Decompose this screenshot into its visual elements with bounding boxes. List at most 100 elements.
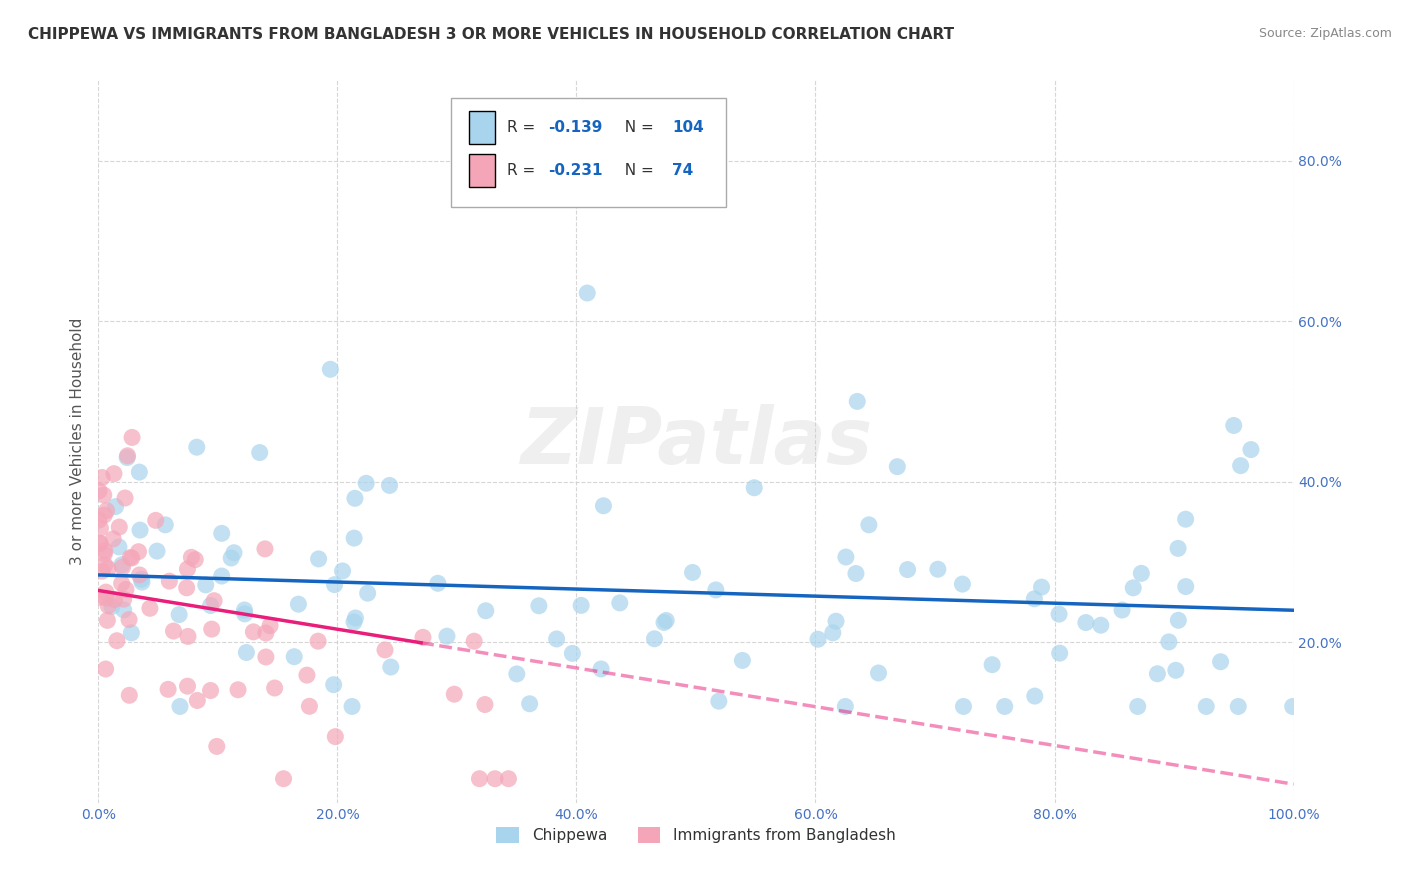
Point [94,662,117,676]
Point [233,603,256,617]
Point [652,615,675,630]
Point [108,520,131,534]
Point [157,574,180,588]
Point [259,619,281,633]
Point [211,569,233,583]
Point [96,503,118,517]
Point [307,634,329,648]
Point [128,545,150,559]
Point [128,568,150,582]
Point [1174,512,1197,526]
Text: R =: R = [508,120,540,135]
Point [380,660,402,674]
Point [295,668,318,682]
Point [519,697,541,711]
Point [325,730,347,744]
Point [91,564,114,578]
Point [273,772,295,786]
Point [343,531,366,545]
Point [118,613,141,627]
Point [1209,655,1232,669]
Point [287,597,309,611]
Point [319,362,342,376]
Point [742,481,765,495]
Point [222,546,245,560]
Point [89,521,111,535]
Point [103,592,125,607]
Point [118,688,141,702]
Point [101,532,124,546]
Point [162,624,184,638]
Point [233,607,256,621]
Point [254,650,277,665]
Point [117,449,139,463]
Point [323,577,346,591]
Point [96,614,118,628]
Point [205,739,228,754]
Point [254,626,277,640]
Point [731,653,754,667]
Y-axis label: 3 or more Vehicles in Household: 3 or more Vehicles in Household [69,318,84,566]
Point [527,599,550,613]
Point [1174,580,1197,594]
Point [96,591,118,605]
Point [94,585,117,599]
Point [591,662,613,676]
Point [354,476,377,491]
Text: 74: 74 [672,163,693,178]
Point [807,632,830,647]
Point [704,582,727,597]
Point [546,632,568,646]
Point [835,549,858,564]
Point [131,575,153,590]
Point [655,614,678,628]
Point [858,517,880,532]
Point [1074,615,1097,630]
Point [1024,591,1046,606]
Point [1167,541,1189,556]
Point [115,450,138,465]
Point [111,558,134,572]
Point [436,629,458,643]
Point [226,682,249,697]
Point [1222,418,1244,433]
Point [426,576,449,591]
Point [89,536,111,550]
Point [89,591,111,605]
Point [112,603,135,617]
Point [592,499,614,513]
Point [475,604,498,618]
Point [356,586,378,600]
Text: -0.139: -0.139 [548,120,602,135]
Point [93,488,115,502]
Point [952,577,974,591]
Point [1090,618,1112,632]
Point [157,682,180,697]
Point [682,566,704,580]
Point [201,622,224,636]
Point [1157,635,1180,649]
Point [108,540,131,554]
Point [101,599,124,614]
Point [97,599,120,613]
Point [343,491,366,506]
Point [194,578,217,592]
Point [283,649,305,664]
Point [97,561,120,575]
Point [845,566,868,581]
Point [87,483,110,498]
Point [561,647,583,661]
Point [103,467,125,481]
Text: ZIPatlas: ZIPatlas [520,403,872,480]
Point [105,633,128,648]
Point [211,526,233,541]
Point [180,550,202,565]
Point [846,394,869,409]
Point [332,564,354,578]
Point [176,581,198,595]
Point [1024,689,1046,703]
Point [322,678,344,692]
Point [177,629,200,643]
Point [93,508,115,522]
Point [176,679,198,693]
